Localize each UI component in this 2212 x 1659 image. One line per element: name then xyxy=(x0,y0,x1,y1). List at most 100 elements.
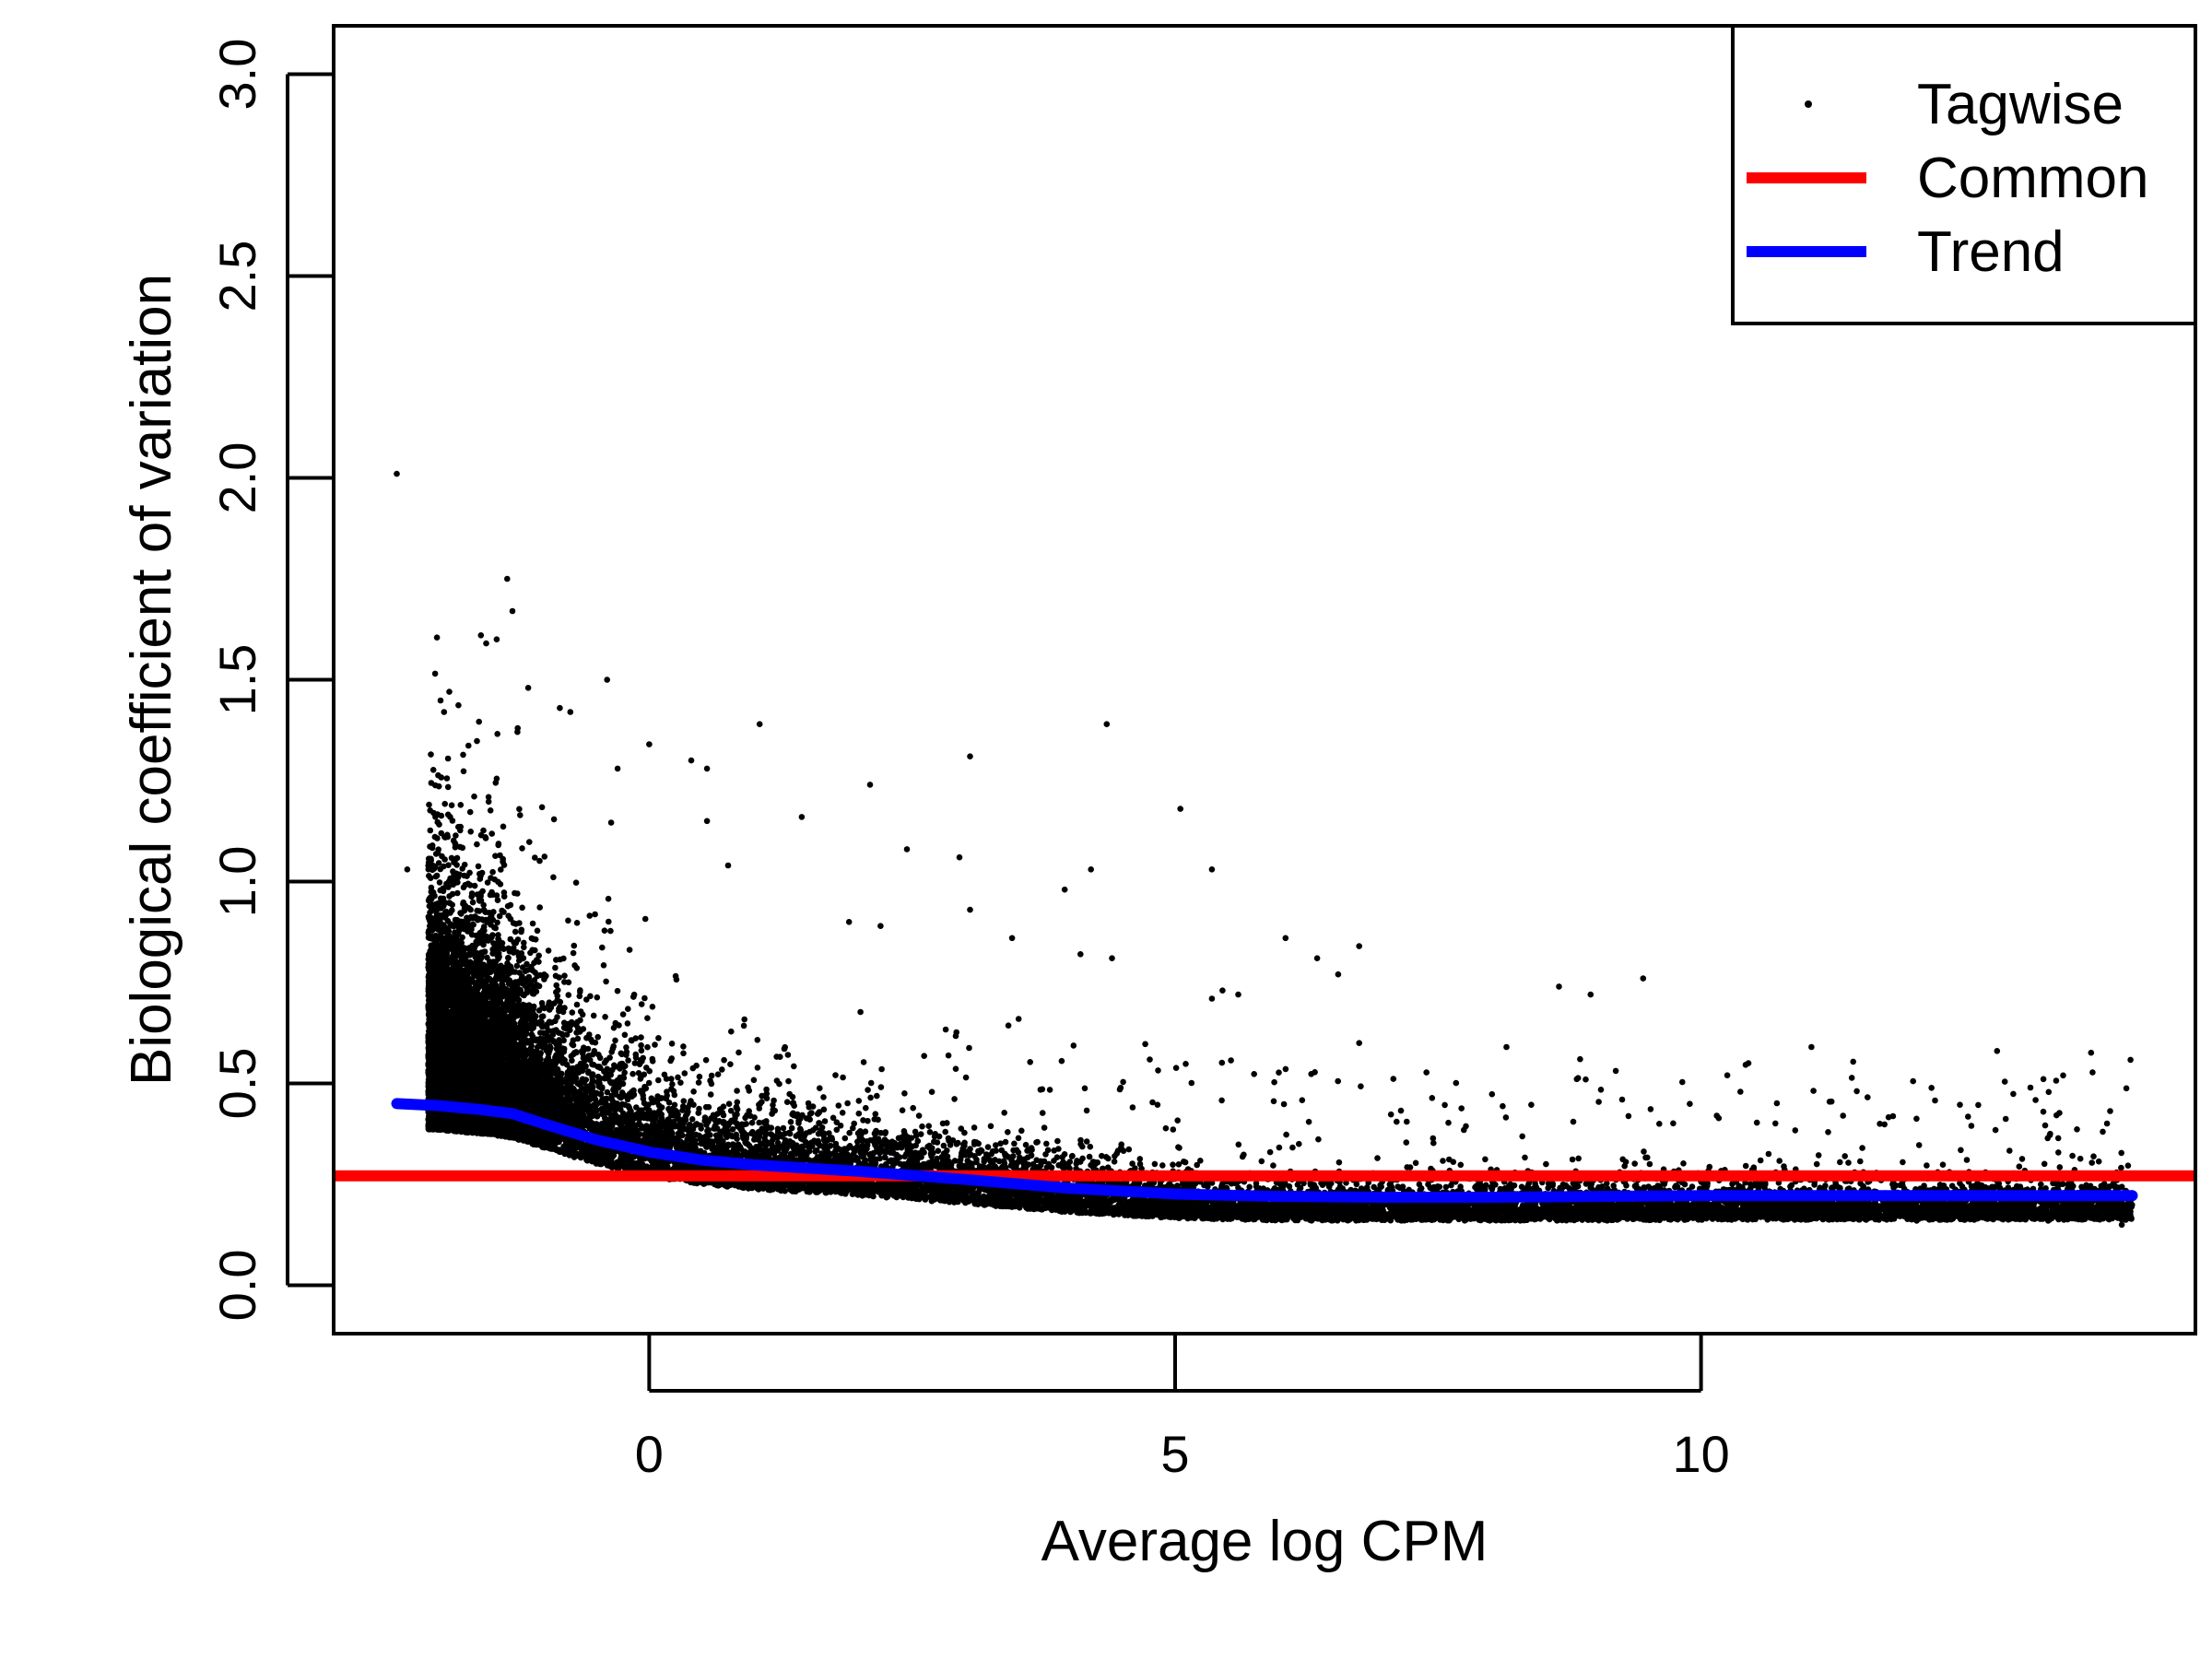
tagwise-point xyxy=(586,912,594,919)
tagwise-point xyxy=(1282,1065,1289,1073)
tagwise-point xyxy=(2089,1069,2096,1076)
tagwise-point xyxy=(2040,1108,2047,1115)
tagwise-point xyxy=(1765,1150,1772,1158)
tagwise-point xyxy=(532,854,538,861)
tagwise-point xyxy=(431,670,439,677)
tagwise-point xyxy=(536,857,543,865)
tagwise-point xyxy=(1968,1123,1975,1129)
tagwise-point xyxy=(2010,1090,2017,1098)
tagwise-point xyxy=(1841,1153,1848,1159)
tagwise-point xyxy=(655,1077,662,1084)
tagwise-point xyxy=(599,944,606,951)
tagwise-point xyxy=(1358,1083,1364,1089)
tagwise-point xyxy=(680,1050,687,1057)
tagwise-point xyxy=(696,1073,703,1080)
tagwise-point xyxy=(1646,1160,1653,1168)
tagwise-point xyxy=(1687,1100,1693,1107)
tagwise-point xyxy=(1569,1156,1576,1163)
tagwise-point xyxy=(1570,1118,1577,1125)
tagwise-point xyxy=(645,1079,653,1087)
tagwise-point xyxy=(1815,1152,1822,1159)
tagwise-point xyxy=(550,816,558,823)
tagwise-point xyxy=(631,1060,639,1066)
tagwise-point xyxy=(1446,1156,1453,1163)
tagwise-point xyxy=(541,853,548,860)
tagwise-point xyxy=(500,823,507,830)
tagwise-point xyxy=(2103,1120,2111,1127)
tagwise-point xyxy=(844,1100,851,1107)
tagwise-point xyxy=(1172,1065,1180,1071)
tagwise-point xyxy=(1015,1016,1022,1022)
tagwise-point xyxy=(1276,1069,1282,1076)
tagwise-point xyxy=(489,868,496,876)
tagwise-point xyxy=(1445,1119,1452,1126)
tagwise-point xyxy=(740,1022,747,1030)
tagwise-point xyxy=(457,802,465,808)
tagwise-point xyxy=(1041,1124,1048,1131)
tagwise-point xyxy=(874,1092,880,1100)
tagwise-point xyxy=(624,1020,631,1027)
tagwise-point xyxy=(475,863,482,870)
tagwise-point xyxy=(2001,1078,2008,1085)
tagwise-point xyxy=(476,718,482,725)
tagwise-point xyxy=(1218,1097,1225,1104)
tagwise-point xyxy=(2118,1149,2124,1157)
tagwise-point xyxy=(621,1031,629,1039)
tagwise-point xyxy=(457,827,464,834)
tagwise-point xyxy=(519,904,525,912)
tagwise-point xyxy=(958,1125,965,1132)
tagwise-point xyxy=(443,775,451,782)
tagwise-point xyxy=(665,1100,673,1106)
tagwise-point xyxy=(1994,1048,2001,1054)
tagwise-point xyxy=(734,1099,741,1106)
tagwise-point xyxy=(594,994,601,1001)
tagwise-point xyxy=(1280,1100,1288,1108)
tagwise-point xyxy=(1845,1159,1852,1166)
tagwise-point xyxy=(1848,1075,1855,1081)
tagwise-point xyxy=(600,962,607,969)
tagwise-point xyxy=(912,1133,920,1139)
tagwise-point xyxy=(1162,1124,1170,1132)
tagwise-point xyxy=(1656,1121,1663,1127)
tagwise-point xyxy=(1043,1140,1050,1147)
tagwise-point xyxy=(649,1055,656,1063)
tagwise-point xyxy=(668,1076,675,1082)
tagwise-point xyxy=(840,1074,846,1081)
tagwise-point xyxy=(719,1109,726,1116)
tagwise-point xyxy=(784,1052,792,1058)
tagwise-point xyxy=(1305,1118,1312,1125)
tagwise-point xyxy=(1900,1159,1906,1166)
tagwise-point xyxy=(1482,1156,1488,1163)
tagwise-point xyxy=(773,1077,781,1084)
tagwise-point xyxy=(820,1094,827,1100)
tagwise-point xyxy=(1058,1057,1065,1065)
tagwise-point xyxy=(2027,1084,2034,1091)
tagwise-point xyxy=(1149,1099,1156,1106)
tagwise-point xyxy=(433,634,441,641)
tagwise-point xyxy=(1286,1182,1293,1190)
tagwise-points xyxy=(394,470,2136,1229)
tagwise-point xyxy=(2077,1155,2084,1162)
tagwise-point xyxy=(565,992,572,998)
tagwise-point xyxy=(1397,1107,1405,1114)
tagwise-point xyxy=(2016,1163,2023,1170)
tagwise-point xyxy=(644,1043,651,1051)
tagwise-point xyxy=(488,830,495,837)
tagwise-point xyxy=(926,1129,934,1135)
tagwise-point xyxy=(429,767,437,773)
tagwise-point xyxy=(2006,1147,2013,1154)
tagwise-point xyxy=(513,962,521,970)
tagwise-point xyxy=(465,742,472,749)
tagwise-point xyxy=(1625,1112,1632,1120)
tagwise-point xyxy=(1792,1127,1799,1134)
tagwise-point xyxy=(1138,1165,1145,1172)
tagwise-point xyxy=(1027,1059,1033,1065)
tagwise-point xyxy=(436,879,443,886)
tagwise-point xyxy=(727,1107,735,1114)
tagwise-point xyxy=(719,1066,725,1073)
tagwise-point xyxy=(777,1053,783,1060)
tagwise-point xyxy=(1932,1097,1938,1104)
tagwise-point xyxy=(553,982,559,989)
tagwise-point xyxy=(1440,1158,1446,1164)
